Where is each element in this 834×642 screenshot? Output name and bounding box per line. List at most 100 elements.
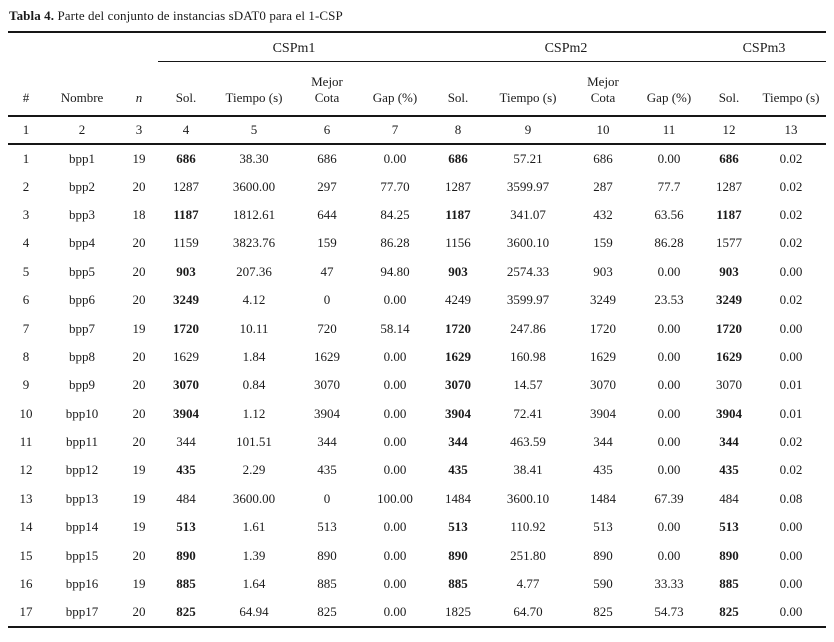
- cell-m1-gap: 84.25: [380, 206, 410, 222]
- cell-m1-mejor-cota: 0: [323, 490, 331, 506]
- cell-n: 20: [132, 178, 146, 194]
- cell-m1-gap: 0.00: [383, 519, 407, 535]
- cell-nombre: bpp1: [69, 150, 95, 166]
- cell-m1-sol: 890: [176, 547, 196, 563]
- cell-m1-gap: 0.00: [383, 462, 407, 478]
- cell-m2-mejor-cota: 3070: [590, 377, 616, 393]
- cell-m2-sol: 1187: [445, 206, 471, 222]
- cell-m2-gap: 33.33: [654, 576, 684, 592]
- cell-n: 20: [132, 405, 146, 421]
- cell-m1-sol: 885: [176, 576, 196, 592]
- colnum-cell: 13: [756, 116, 826, 145]
- cell-row-number: 8: [22, 348, 30, 364]
- cell-m1-mejor-cota: 825: [317, 603, 337, 619]
- cell-m1-tiempo: 1.12: [242, 405, 266, 421]
- cell-m2-sol: 1287: [445, 178, 471, 194]
- cell-nombre: bpp13: [65, 490, 99, 506]
- cell-m2-tiempo: 4.77: [516, 576, 540, 592]
- cell-m2-gap: 23.53: [654, 292, 684, 308]
- cell-m3-tiempo: 0.02: [779, 292, 803, 308]
- cell-m1-sol: 435: [176, 462, 196, 478]
- cell-m1-gap: 100.00: [377, 490, 413, 506]
- cell-m1-tiempo: 3823.76: [232, 235, 276, 251]
- col-header-sol-m3: Sol.: [702, 61, 756, 117]
- cell-m2-sol: 1720: [445, 320, 471, 336]
- cell-m2-sol: 1825: [445, 603, 471, 619]
- cell-m1-tiempo: 2.29: [242, 462, 266, 478]
- cell-m1-gap: 0.00: [383, 603, 407, 619]
- cell-m2-gap: 0.00: [657, 405, 681, 421]
- table-row: 8 bpp8 20 1629 1.84 1629 0.00 1629 160.9…: [8, 343, 826, 371]
- cell-m2-mejor-cota: 3249: [590, 292, 616, 308]
- cell-m3-tiempo: 0.01: [779, 377, 803, 393]
- cell-m3-tiempo: 0.02: [779, 462, 803, 478]
- cell-nombre: bpp11: [65, 434, 99, 450]
- cell-m3-tiempo: 0.01: [779, 405, 803, 421]
- cell-row-number: 7: [22, 320, 30, 336]
- cell-m3-sol: 1629: [716, 348, 742, 364]
- cell-m3-tiempo: 0.02: [779, 235, 803, 251]
- cell-n: 20: [132, 235, 146, 251]
- cell-m2-tiempo: 2574.33: [506, 263, 550, 279]
- cell-m2-mejor-cota: 3904: [590, 405, 616, 421]
- cell-m1-mejor-cota: 720: [317, 320, 337, 336]
- cell-m2-gap: 54.73: [654, 603, 684, 619]
- cell-m1-sol: 3070: [173, 377, 199, 393]
- cell-row-number: 17: [19, 603, 33, 619]
- cell-m1-sol: 3249: [173, 292, 199, 308]
- cell-m2-sol: 4249: [445, 292, 471, 308]
- cell-m2-tiempo: 341.07: [510, 206, 546, 222]
- colnum-cell: 9: [486, 116, 570, 145]
- cell-row-number: 6: [22, 292, 30, 308]
- table-body: 1 bpp1 19 686 38.30 686 0.00 686 57.21 6…: [8, 144, 826, 627]
- cell-m1-tiempo: 207.36: [236, 263, 272, 279]
- cell-m1-mejor-cota: 513: [317, 519, 337, 535]
- cell-row-number: 14: [19, 519, 33, 535]
- cell-nombre: bpp10: [65, 405, 99, 421]
- cell-m1-sol: 1159: [173, 235, 199, 251]
- cell-m1-gap: 0.00: [383, 292, 407, 308]
- cell-m3-tiempo: 0.00: [779, 320, 803, 336]
- cell-n: 20: [132, 263, 146, 279]
- table-row: 13 bpp13 19 484 3600.00 0 100.00 1484 36…: [8, 485, 826, 513]
- cell-m1-sol: 1720: [173, 320, 199, 336]
- table-row: 3 bpp3 18 1187 1812.61 644 84.25 1187 34…: [8, 201, 826, 229]
- table-row: 17 bpp17 20 825 64.94 825 0.00 1825 64.7…: [8, 598, 826, 626]
- cell-m1-gap: 0.00: [383, 434, 407, 450]
- cell-m1-gap: 77.70: [380, 178, 410, 194]
- cell-m3-sol: 686: [719, 150, 739, 166]
- cell-m2-mejor-cota: 432: [593, 206, 613, 222]
- cell-m2-gap: 0.00: [657, 462, 681, 478]
- cell-m2-gap: 0.00: [657, 263, 681, 279]
- col-header-mejor-cota-m2-text: Mejor Cota: [587, 74, 619, 105]
- cell-m2-sol: 1156: [445, 235, 471, 251]
- cell-m2-tiempo: 72.41: [513, 405, 543, 421]
- cell-m2-tiempo: 3599.97: [506, 292, 550, 308]
- cell-m2-gap: 0.00: [657, 377, 681, 393]
- cell-m1-tiempo: 1.61: [242, 519, 266, 535]
- cell-m1-tiempo: 1812.61: [232, 206, 276, 222]
- cell-n: 20: [132, 434, 146, 450]
- cell-n: 20: [132, 348, 146, 364]
- cell-m2-mejor-cota: 1484: [590, 490, 616, 506]
- cell-m3-tiempo: 0.00: [779, 576, 803, 592]
- table-row: 5 bpp5 20 903 207.36 47 94.80 903 2574.3…: [8, 258, 826, 286]
- table-caption: Tabla 4. Parte del conjunto de instancia…: [8, 5, 826, 31]
- cell-m3-sol: 885: [719, 576, 739, 592]
- cell-nombre: bpp16: [65, 576, 99, 592]
- cell-m1-mejor-cota: 1629: [314, 348, 340, 364]
- cell-m2-gap: 63.56: [654, 206, 684, 222]
- cell-m2-gap: 0.00: [657, 434, 681, 450]
- col-header-mejor-cota-m2: Mejor Cota: [570, 61, 636, 117]
- cell-nombre: bpp12: [65, 462, 99, 478]
- cell-m2-gap: 0.00: [657, 348, 681, 364]
- colnum-cell: 11: [636, 116, 702, 145]
- table-row: 6 bpp6 20 3249 4.12 0 0.00 4249 3599.97 …: [8, 286, 826, 314]
- cell-m2-mejor-cota: 590: [593, 576, 613, 592]
- cell-row-number: 10: [19, 405, 33, 421]
- cell-m3-sol: 1577: [716, 235, 742, 251]
- cell-m3-sol: 1720: [716, 320, 742, 336]
- cell-m2-gap: 77.7: [657, 178, 681, 194]
- cell-m2-mejor-cota: 513: [593, 519, 613, 535]
- cell-m1-sol: 1287: [173, 178, 199, 194]
